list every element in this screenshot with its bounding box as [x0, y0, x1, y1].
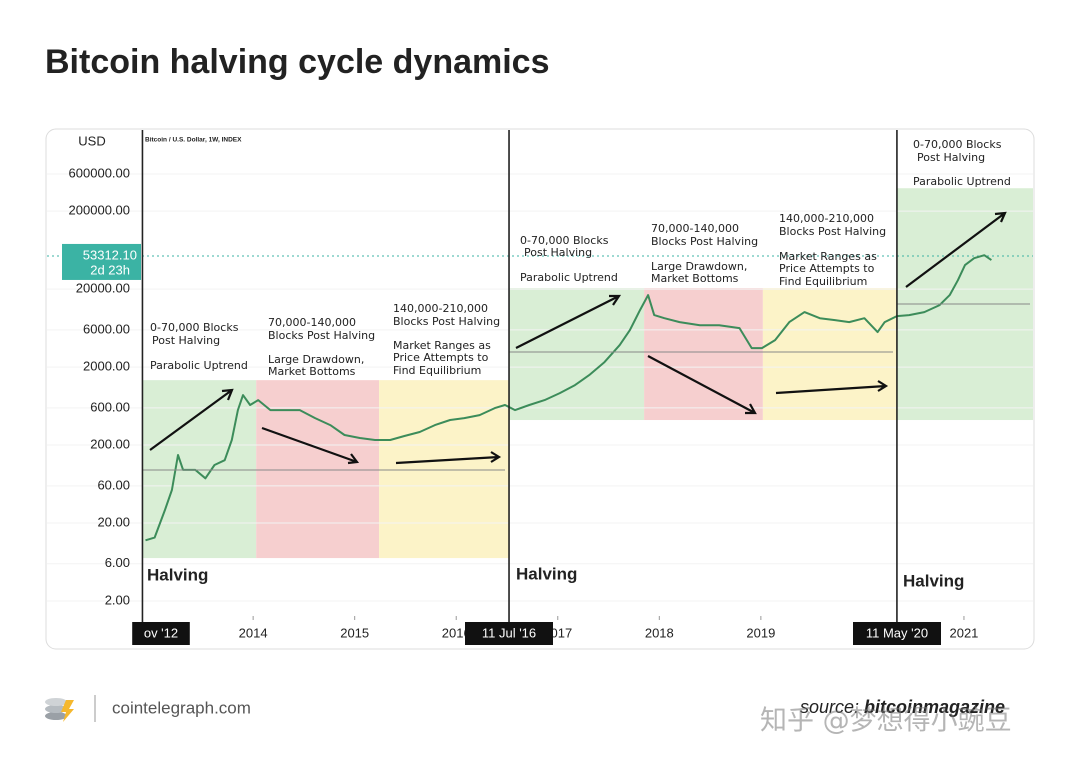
zone-label: Blocks Post Halving [651, 235, 758, 248]
site: cointelegraph.com [112, 698, 251, 717]
y-tick-label: 200000.00 [69, 203, 130, 218]
y-tick-label: 600000.00 [69, 165, 130, 180]
x-tick-label: 2016 [442, 625, 471, 640]
watermark: 知乎 @梦想得小豌豆 [760, 706, 1012, 737]
zone-label: Blocks Post Halving [393, 315, 500, 328]
zone-label: Find Equilibrium [393, 364, 481, 377]
trend-arrow [261, 426, 360, 465]
x-tick-label: 2019 [746, 625, 775, 640]
zone-label: 0-70,000 Blocks [913, 138, 1002, 151]
y-tick-label: 20000.00 [76, 281, 130, 296]
trend-arrows [149, 211, 1007, 465]
trend-arrow [395, 451, 502, 465]
zone-label: Blocks Post Halving [779, 225, 886, 238]
x-tick-label: 2014 [239, 625, 268, 640]
y-tick-label: 6.00 [105, 555, 130, 570]
y-tick-label: 20.00 [97, 514, 130, 529]
y-tick-label: 2000.00 [83, 359, 130, 374]
source-prefix: source: [800, 697, 859, 717]
y-tick-label: 6000.00 [83, 321, 130, 336]
zone-label: Parabolic Uptrend [520, 271, 618, 284]
y-unit: USD [78, 133, 105, 148]
zone-label: 0-70,000 Blocks [520, 234, 609, 247]
zone-label: 70,000-140,000 [268, 316, 356, 329]
plot [47, 173, 1033, 620]
zone-label: 70,000-140,000 [651, 222, 739, 235]
zone-label: Post Halving [152, 334, 220, 347]
zone-label: Market Bottoms [268, 365, 356, 378]
zone-label: Post Halving [524, 246, 592, 259]
x-tick-label: 2018 [645, 625, 674, 640]
halving-marker: Halving [147, 565, 208, 584]
trend-arrow [905, 211, 1007, 288]
trend-arrow [515, 294, 622, 349]
zone-label: 140,000-210,000 [393, 302, 488, 315]
cycle-zone [644, 288, 763, 421]
halving-date-box [853, 622, 941, 645]
trend-arrow [647, 355, 757, 415]
zone-label: Parabolic Uptrend [913, 175, 1011, 188]
zone-label: Post Halving [917, 151, 985, 164]
zone-label: Market Ranges as [779, 250, 877, 263]
footer: cointelegraph.com source: bitcoinmagazin… [45, 695, 1012, 737]
cycle-zone [509, 288, 645, 421]
source-name: bitcoinmagazine [864, 697, 1005, 717]
level-lines [142, 303, 1030, 471]
y-tick-label: 200.00 [90, 436, 130, 451]
x-tick-label: 2021 [949, 625, 978, 640]
y-tick-label: 600.00 [90, 399, 130, 414]
source: source: bitcoinmagazine [800, 697, 1005, 717]
zone-label: Price Attempts to [393, 351, 489, 364]
halving-date: 11 Jul '16 [482, 625, 536, 640]
y-tick-label: 60.00 [97, 477, 130, 492]
zone-label: Find Equilibrium [779, 275, 867, 288]
zone-label: Parabolic Uptrend [150, 359, 248, 372]
halving-marker: Halving [516, 564, 577, 583]
halving-date-box [465, 622, 553, 645]
zone-label: Market Ranges as [393, 339, 491, 352]
zone-label: 140,000-210,000 [779, 212, 874, 225]
last-price-countdown: 2d 23h [90, 262, 130, 277]
last-price-label: 53312.10 [83, 247, 137, 262]
halving-marker: Halving [903, 571, 964, 590]
cycle-zone [762, 288, 897, 421]
price-line [145, 254, 992, 542]
zone-label: Large Drawdown, [268, 353, 364, 366]
zone-label: Market Bottoms [651, 272, 739, 285]
last-price-box [62, 243, 141, 280]
page-title: Bitcoin halving cycle dynamics [45, 43, 550, 81]
y-tick-label: 2.00 [105, 592, 130, 607]
zone-label: Large Drawdown, [651, 260, 747, 273]
halving-date: 11 May '20 [866, 625, 928, 640]
cycle-zone [256, 380, 380, 559]
halving-date-box [132, 622, 190, 645]
zone-label: Price Attempts to [779, 262, 875, 275]
halving-date: ov '12 [144, 625, 178, 640]
symbol: Bitcoin / U.S. Dollar, 1W, INDEX [145, 137, 242, 144]
x-tick-label: 2015 [340, 625, 369, 640]
trend-arrow [149, 388, 234, 451]
zone-label: Blocks Post Halving [268, 329, 375, 342]
cycle-zone [379, 380, 510, 559]
trend-arrow [775, 380, 889, 395]
zone-label: 0-70,000 Blocks [150, 321, 239, 334]
logo [45, 698, 74, 722]
